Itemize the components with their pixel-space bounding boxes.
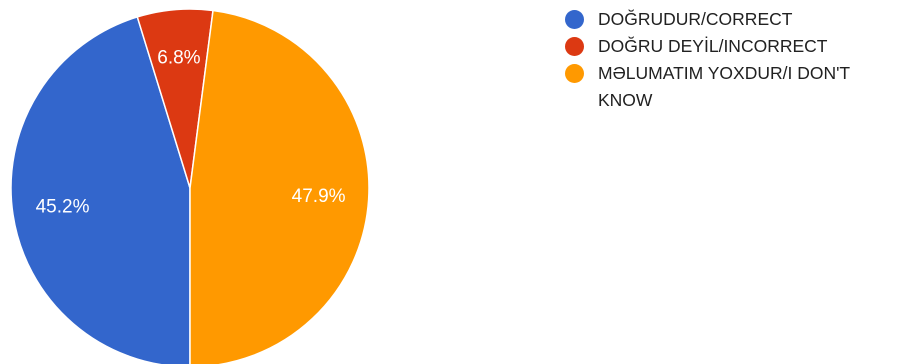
pie-label-incorrect: 6.8% <box>157 47 200 68</box>
legend-swatch-dont-know <box>565 64 584 83</box>
legend-item-dont-know[interactable]: MƏLUMATIM YOXDUR/I DON'T KNOW <box>565 60 898 114</box>
pie-slice-correct[interactable] <box>10 15 191 364</box>
pie-slice-dont-know[interactable] <box>189 9 370 364</box>
legend-item-incorrect[interactable]: DOĞRU DEYİL/INCORRECT <box>565 33 898 60</box>
legend-swatch-incorrect <box>565 37 584 56</box>
legend-swatch-correct <box>565 10 584 29</box>
legend-label-incorrect: DOĞRU DEYİL/INCORRECT <box>598 36 828 56</box>
legend-label-dont-know: MƏLUMATIM YOXDUR/I DON'T KNOW <box>598 63 850 110</box>
pie-label-correct: 45.2% <box>36 197 90 218</box>
legend-label-correct: DOĞRUDUR/CORRECT <box>598 9 793 29</box>
legend-item-correct[interactable]: DOĞRUDUR/CORRECT <box>565 6 898 33</box>
pie-label-dont-know: 47.9% <box>292 186 346 207</box>
legend: DOĞRUDUR/CORRECT DOĞRU DEYİL/INCORRECT M… <box>565 6 917 114</box>
